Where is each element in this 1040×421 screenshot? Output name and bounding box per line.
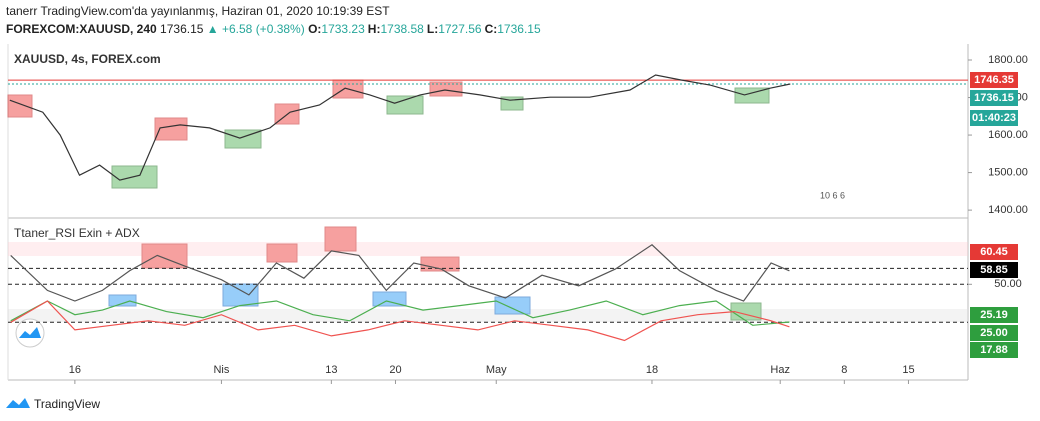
ohlc: O:1733.23 H:1738.58 L:1727.56 C:1736.15 xyxy=(308,22,544,36)
y-tick-label: 1600.00 xyxy=(988,129,1028,141)
price-badge xyxy=(970,90,1018,106)
ohlc-label: L: xyxy=(426,22,439,36)
price-badge-label: 17.88 xyxy=(980,344,1008,356)
change: ▲ +6.58 (+0.38%) xyxy=(206,22,305,36)
series-line xyxy=(10,244,790,302)
ohlc-label: H: xyxy=(367,22,381,36)
symbol: FOREXCOM:XAUUSD, 240 xyxy=(6,22,157,36)
ohlc-value: 1727.56 xyxy=(438,22,482,36)
price-badge xyxy=(970,342,1018,358)
series-line xyxy=(10,300,790,326)
price-badge xyxy=(970,72,1018,88)
symbol-line: FOREXCOM:XAUUSD, 240 1736.15 ▲ +6.58 (+0… xyxy=(6,22,544,36)
ohlc-label: O: xyxy=(308,22,322,36)
ohlc-value: 1733.23 xyxy=(321,22,365,36)
y-tick-label: 50.00 xyxy=(994,278,1022,290)
price-badge-label: 1736.15 xyxy=(974,92,1014,104)
footer-brand: TradingView xyxy=(34,397,100,411)
x-tick-label: Haz xyxy=(770,364,790,376)
last: 1736.15 xyxy=(160,22,204,36)
series-line xyxy=(9,74,791,181)
ohlc-value: 1738.58 xyxy=(380,22,424,36)
price-badge-label: 60.45 xyxy=(980,246,1008,258)
price-badge-label: 25.00 xyxy=(980,327,1008,339)
x-tick-label: 15 xyxy=(902,364,914,376)
price-badge-label: 01:40:23 xyxy=(972,112,1016,124)
price-badge-label: 1746.35 xyxy=(974,74,1014,86)
pane-title: XAUUSD, 4s, FOREX.com xyxy=(14,52,161,66)
price-badge xyxy=(970,325,1018,341)
series-line xyxy=(10,300,790,342)
price-badge xyxy=(970,244,1018,260)
x-tick-label: 16 xyxy=(69,364,81,376)
y-tick-label: 1800.00 xyxy=(988,54,1028,66)
price-badge xyxy=(970,110,1018,126)
x-tick-label: 8 xyxy=(841,364,847,376)
price-badge xyxy=(970,307,1018,323)
signal-boxes xyxy=(7,79,968,322)
x-tick-label: 18 xyxy=(646,364,658,376)
x-tick-label: 20 xyxy=(389,364,401,376)
price-badge-label: 58.85 xyxy=(980,264,1008,276)
y-tick-label: 1500.00 xyxy=(988,166,1028,178)
x-tick-label: Nis xyxy=(213,364,229,376)
pane-title: Ttaner_RSI Exin + ADX xyxy=(14,226,140,240)
y-tick-label: 1400.00 xyxy=(988,204,1028,216)
price-badge xyxy=(970,262,1018,278)
price-badge-label: 25.19 xyxy=(980,309,1008,321)
annotation: 10 6 6 xyxy=(820,190,845,200)
x-tick-label: 13 xyxy=(325,364,337,376)
x-tick-label: May xyxy=(486,364,507,376)
logo-badge xyxy=(15,318,45,348)
footer-logo xyxy=(6,398,30,408)
ohlc-value: 1736.15 xyxy=(497,22,541,36)
published-line: tanerr TradingView.com'da yayınlanmış, H… xyxy=(6,4,390,18)
ohlc-label: C: xyxy=(484,22,498,36)
